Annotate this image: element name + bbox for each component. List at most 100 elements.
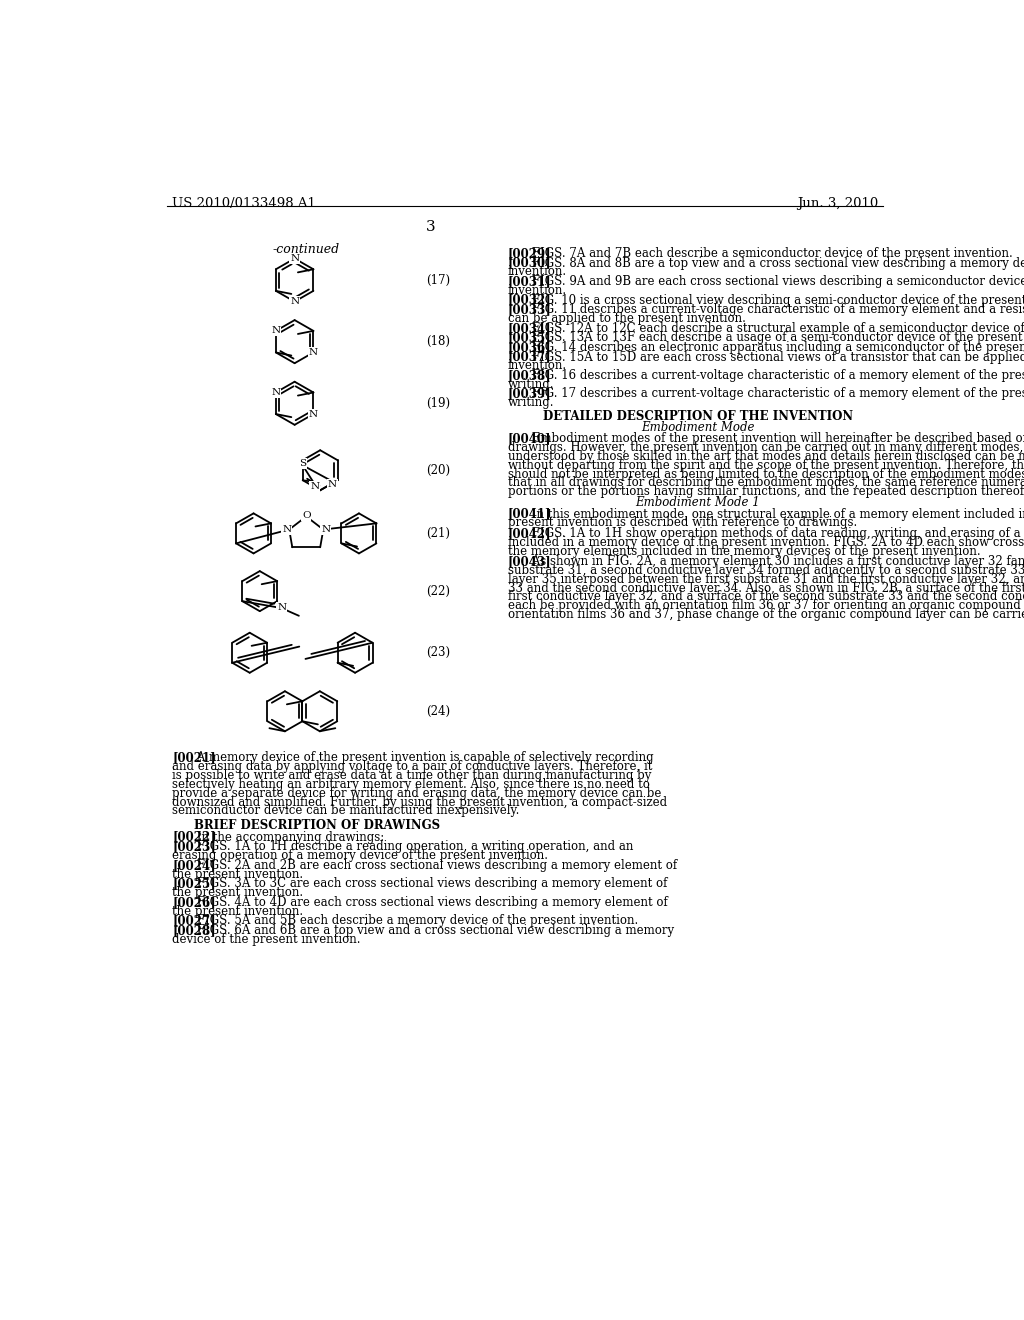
- Text: S: S: [299, 459, 306, 469]
- Text: FIGS. 6A and 6B are a top view and a cross sectional view describing a memory: FIGS. 6A and 6B are a top view and a cro…: [193, 924, 674, 937]
- Text: [0032]: [0032]: [508, 293, 552, 306]
- Text: -continued: -continued: [272, 243, 340, 256]
- Text: substrate 31, a second conductive layer 34 formed adjacently to a second substra: substrate 31, a second conductive layer …: [508, 564, 1024, 577]
- Text: [0042]: [0042]: [508, 527, 551, 540]
- Text: N: N: [322, 525, 330, 535]
- Text: FIGS. 2A and 2B are each cross sectional views describing a memory element of: FIGS. 2A and 2B are each cross sectional…: [193, 859, 677, 871]
- Text: understood by those skilled in the art that modes and details herein disclosed c: understood by those skilled in the art t…: [508, 450, 1024, 463]
- Text: [0037]: [0037]: [508, 351, 551, 363]
- Text: [0025]: [0025]: [172, 878, 216, 890]
- Text: (23): (23): [426, 647, 451, 659]
- Text: Jun. 3, 2010: Jun. 3, 2010: [797, 197, 879, 210]
- Text: BRIEF DESCRIPTION OF DRAWINGS: BRIEF DESCRIPTION OF DRAWINGS: [195, 820, 440, 833]
- Text: the memory elements included in the memory devices of the present invention.: the memory elements included in the memo…: [508, 545, 980, 557]
- Text: (24): (24): [426, 705, 451, 718]
- Text: device of the present invention.: device of the present invention.: [172, 933, 360, 945]
- Text: should not be interpreted as being limited to the description of the embodiment : should not be interpreted as being limit…: [508, 467, 1024, 480]
- Text: [0034]: [0034]: [508, 322, 551, 335]
- Text: [0022]: [0022]: [172, 830, 216, 843]
- Text: Embodiment Mode 1: Embodiment Mode 1: [635, 496, 760, 510]
- Text: FIG. 14 describes an electronic apparatus including a semiconductor of the prese: FIG. 14 describes an electronic apparatu…: [528, 341, 1024, 354]
- Text: the present invention.: the present invention.: [172, 886, 303, 899]
- Text: N: N: [271, 326, 281, 335]
- Text: [0030]: [0030]: [508, 256, 551, 269]
- Text: FIGS. 1A to 1H describe a reading operation, a writing operation, and an: FIGS. 1A to 1H describe a reading operat…: [193, 841, 633, 853]
- Text: writing.: writing.: [508, 378, 554, 391]
- Text: can be applied to the present invention.: can be applied to the present invention.: [508, 312, 745, 325]
- Text: A memory device of the present invention is capable of selectively recording: A memory device of the present invention…: [193, 751, 653, 764]
- Text: each be provided with an orientation film 36 or 37 for orienting an organic comp: each be provided with an orientation fil…: [508, 599, 1024, 612]
- Text: N: N: [271, 388, 281, 397]
- Text: first conductive layer 32, and a surface of the second substrate 33 and the seco: first conductive layer 32, and a surface…: [508, 590, 1024, 603]
- Text: In the accompanying drawings:: In the accompanying drawings:: [193, 830, 384, 843]
- Text: FIGS. 8A and 8B are a top view and a cross sectional view describing a memory de: FIGS. 8A and 8B are a top view and a cro…: [528, 256, 1024, 269]
- Text: erasing operation of a memory device of the present invention.: erasing operation of a memory device of …: [172, 849, 548, 862]
- Text: included in a memory device of the present invention. FIGS. 2A to 4D each show c: included in a memory device of the prese…: [508, 536, 1024, 549]
- Text: [0031]: [0031]: [508, 275, 551, 288]
- Text: O: O: [302, 511, 310, 520]
- Text: N: N: [290, 297, 299, 306]
- Text: present invention is described with reference to drawings.: present invention is described with refe…: [508, 516, 857, 529]
- Text: semiconductor device can be manufactured inexpensively.: semiconductor device can be manufactured…: [172, 804, 519, 817]
- Text: is possible to write and erase data at a time other than during manufacturing by: is possible to write and erase data at a…: [172, 770, 651, 781]
- Text: (20): (20): [426, 463, 451, 477]
- Text: without departing from the spirit and the scope of the present invention. Theref: without departing from the spirit and th…: [508, 459, 1024, 471]
- Text: (18): (18): [426, 335, 451, 348]
- Text: writing.: writing.: [508, 396, 554, 409]
- Text: FIG. 10 is a cross sectional view describing a semi-conductor device of the pres: FIG. 10 is a cross sectional view descri…: [528, 293, 1024, 306]
- Text: US 2010/0133498 A1: US 2010/0133498 A1: [172, 197, 316, 210]
- Text: Embodiment Mode: Embodiment Mode: [641, 421, 755, 434]
- Text: [0023]: [0023]: [172, 841, 216, 853]
- Text: layer 35 interposed between the first substrate 31 and the first conductive laye: layer 35 interposed between the first su…: [508, 573, 1024, 586]
- Text: In this embodiment mode, one structural example of a memory element included in : In this embodiment mode, one structural …: [528, 508, 1024, 520]
- Text: [0040]: [0040]: [508, 432, 551, 445]
- Text: [0027]: [0027]: [172, 915, 216, 927]
- Text: (21): (21): [426, 527, 451, 540]
- Text: [0035]: [0035]: [508, 331, 551, 345]
- Text: DETAILED DESCRIPTION OF THE INVENTION: DETAILED DESCRIPTION OF THE INVENTION: [543, 409, 853, 422]
- Text: N: N: [309, 409, 318, 418]
- Text: invention.: invention.: [508, 284, 567, 297]
- Text: [0039]: [0039]: [508, 388, 551, 400]
- Text: selectively heating an arbitrary memory element. Also, since there is no need to: selectively heating an arbitrary memory …: [172, 777, 650, 791]
- Text: [0041]: [0041]: [508, 508, 551, 520]
- Text: Embodiment modes of the present invention will hereinafter be described based on: Embodiment modes of the present inventio…: [528, 432, 1024, 445]
- Text: [0038]: [0038]: [508, 370, 551, 381]
- Text: [0021]: [0021]: [172, 751, 216, 764]
- Text: [0029]: [0029]: [508, 247, 551, 260]
- Text: N: N: [278, 603, 287, 611]
- Text: 3: 3: [425, 220, 435, 234]
- Text: the present invention.: the present invention.: [172, 904, 303, 917]
- Text: downsized and simplified. Further, by using the present invention, a compact-siz: downsized and simplified. Further, by us…: [172, 796, 668, 809]
- Text: [0033]: [0033]: [508, 304, 552, 317]
- Text: [0043]: [0043]: [508, 554, 551, 568]
- Text: N: N: [310, 482, 319, 491]
- Text: that in all drawings for describing the embodiment modes, the same reference num: that in all drawings for describing the …: [508, 477, 1024, 490]
- Text: invention.: invention.: [508, 265, 567, 279]
- Text: As shown in FIG. 2A, a memory element 30 includes a first conductive layer 32 fa: As shown in FIG. 2A, a memory element 30…: [528, 554, 1024, 568]
- Text: (22): (22): [426, 585, 451, 598]
- Text: and erasing data by applying voltage to a pair of conductive layers. Therefore, : and erasing data by applying voltage to …: [172, 760, 652, 774]
- Text: FIGS. 5A and 5B each describe a memory device of the present invention.: FIGS. 5A and 5B each describe a memory d…: [193, 915, 638, 927]
- Text: (17): (17): [426, 273, 451, 286]
- Text: (19): (19): [426, 397, 451, 409]
- Text: [0028]: [0028]: [172, 924, 216, 937]
- Text: FIG. 17 describes a current-voltage characteristic of a memory element of the pr: FIG. 17 describes a current-voltage char…: [528, 388, 1024, 400]
- Text: [0026]: [0026]: [172, 896, 216, 908]
- Text: the present invention.: the present invention.: [172, 867, 303, 880]
- Text: portions or the portions having similar functions, and the repeated description : portions or the portions having similar …: [508, 486, 1024, 498]
- Text: FIGS. 13A to 13F each describe a usage of a semi-conductor device of the present: FIGS. 13A to 13F each describe a usage o…: [528, 331, 1024, 345]
- Text: FIGS. 3A to 3C are each cross sectional views describing a memory element of: FIGS. 3A to 3C are each cross sectional …: [193, 878, 667, 890]
- Text: N: N: [290, 253, 299, 263]
- Text: invention.: invention.: [508, 359, 567, 372]
- Text: orientation films 36 and 37, phase change of the organic compound layer can be c: orientation films 36 and 37, phase chang…: [508, 609, 1024, 622]
- Text: FIGS. 4A to 4D are each cross sectional views describing a memory element of: FIGS. 4A to 4D are each cross sectional …: [193, 896, 668, 908]
- Text: FIGS. 9A and 9B are each cross sectional views describing a semiconductor device: FIGS. 9A and 9B are each cross sectional…: [528, 275, 1024, 288]
- Text: FIGS. 12A to 12C each describe a structural example of a semiconductor device of: FIGS. 12A to 12C each describe a structu…: [528, 322, 1024, 335]
- Text: drawings. However, the present invention can be carried out in many different mo: drawings. However, the present invention…: [508, 441, 1024, 454]
- Text: FIGS. 1A to 1H show operation methods of data reading, writing, and erasing of a: FIGS. 1A to 1H show operation methods of…: [528, 527, 1024, 540]
- Text: N: N: [328, 479, 337, 488]
- Text: FIG. 11 describes a current-voltage characteristic of a memory element and a res: FIG. 11 describes a current-voltage char…: [528, 304, 1024, 317]
- Text: 33 and the second conductive layer 34. Also, as shown in FIG. 2B, a surface of t: 33 and the second conductive layer 34. A…: [508, 582, 1024, 594]
- Text: FIGS. 7A and 7B each describe a semiconductor device of the present invention.: FIGS. 7A and 7B each describe a semicond…: [528, 247, 1013, 260]
